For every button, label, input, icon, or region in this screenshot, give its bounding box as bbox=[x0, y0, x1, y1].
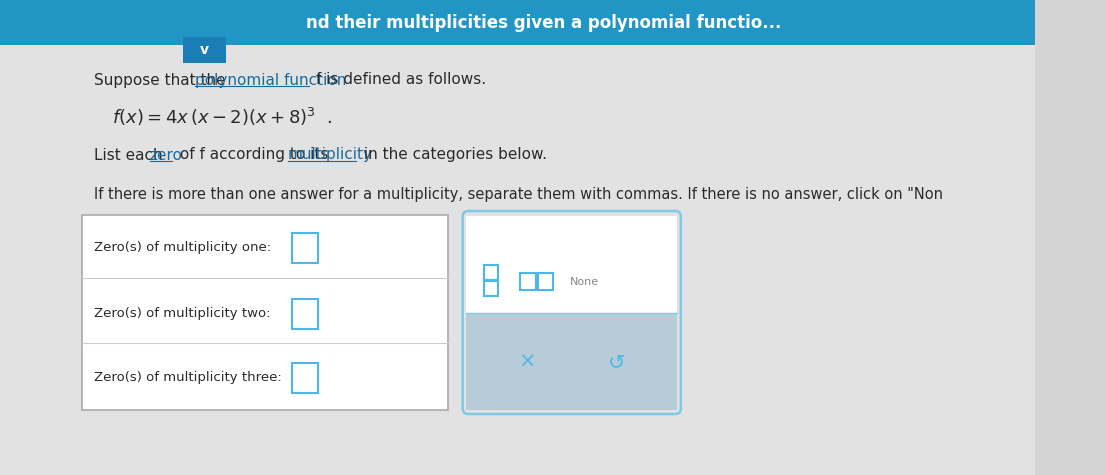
Text: If there is more than one answer for a multiplicity, separate them with commas. : If there is more than one answer for a m… bbox=[94, 188, 943, 202]
Text: polynomial function: polynomial function bbox=[194, 73, 346, 87]
Text: ↺: ↺ bbox=[608, 352, 625, 372]
Text: $f(x) = 4x\,(x-2)(x+8)^3$  .: $f(x) = 4x\,(x-2)(x+8)^3$ . bbox=[113, 106, 333, 128]
FancyBboxPatch shape bbox=[0, 0, 1035, 45]
Text: nd their multiplicities given a polynomial functio...: nd their multiplicities given a polynomi… bbox=[305, 14, 781, 32]
Text: Zero(s) of multiplicity three:: Zero(s) of multiplicity three: bbox=[94, 370, 282, 383]
Text: Zero(s) of multiplicity one:: Zero(s) of multiplicity one: bbox=[94, 240, 271, 254]
Text: multiplicity: multiplicity bbox=[287, 148, 372, 162]
FancyBboxPatch shape bbox=[484, 265, 498, 280]
FancyBboxPatch shape bbox=[292, 363, 318, 393]
FancyBboxPatch shape bbox=[0, 45, 1035, 475]
Text: None: None bbox=[569, 277, 599, 287]
Text: v: v bbox=[200, 43, 209, 57]
FancyBboxPatch shape bbox=[182, 37, 225, 63]
Text: List each: List each bbox=[94, 148, 167, 162]
FancyBboxPatch shape bbox=[466, 216, 677, 313]
FancyBboxPatch shape bbox=[292, 233, 318, 263]
Text: ×: × bbox=[518, 352, 536, 372]
FancyBboxPatch shape bbox=[466, 313, 677, 410]
Text: of f according to its: of f according to its bbox=[175, 148, 334, 162]
Text: Suppose that the: Suppose that the bbox=[94, 73, 230, 87]
FancyBboxPatch shape bbox=[537, 273, 554, 290]
Text: Zero(s) of multiplicity two:: Zero(s) of multiplicity two: bbox=[94, 306, 270, 320]
FancyBboxPatch shape bbox=[519, 273, 536, 290]
Text: f is defined as follows.: f is defined as follows. bbox=[311, 73, 486, 87]
Text: zero: zero bbox=[150, 148, 182, 162]
FancyBboxPatch shape bbox=[292, 299, 318, 329]
FancyBboxPatch shape bbox=[83, 215, 448, 410]
Text: in the categories below.: in the categories below. bbox=[359, 148, 547, 162]
FancyBboxPatch shape bbox=[484, 281, 498, 296]
